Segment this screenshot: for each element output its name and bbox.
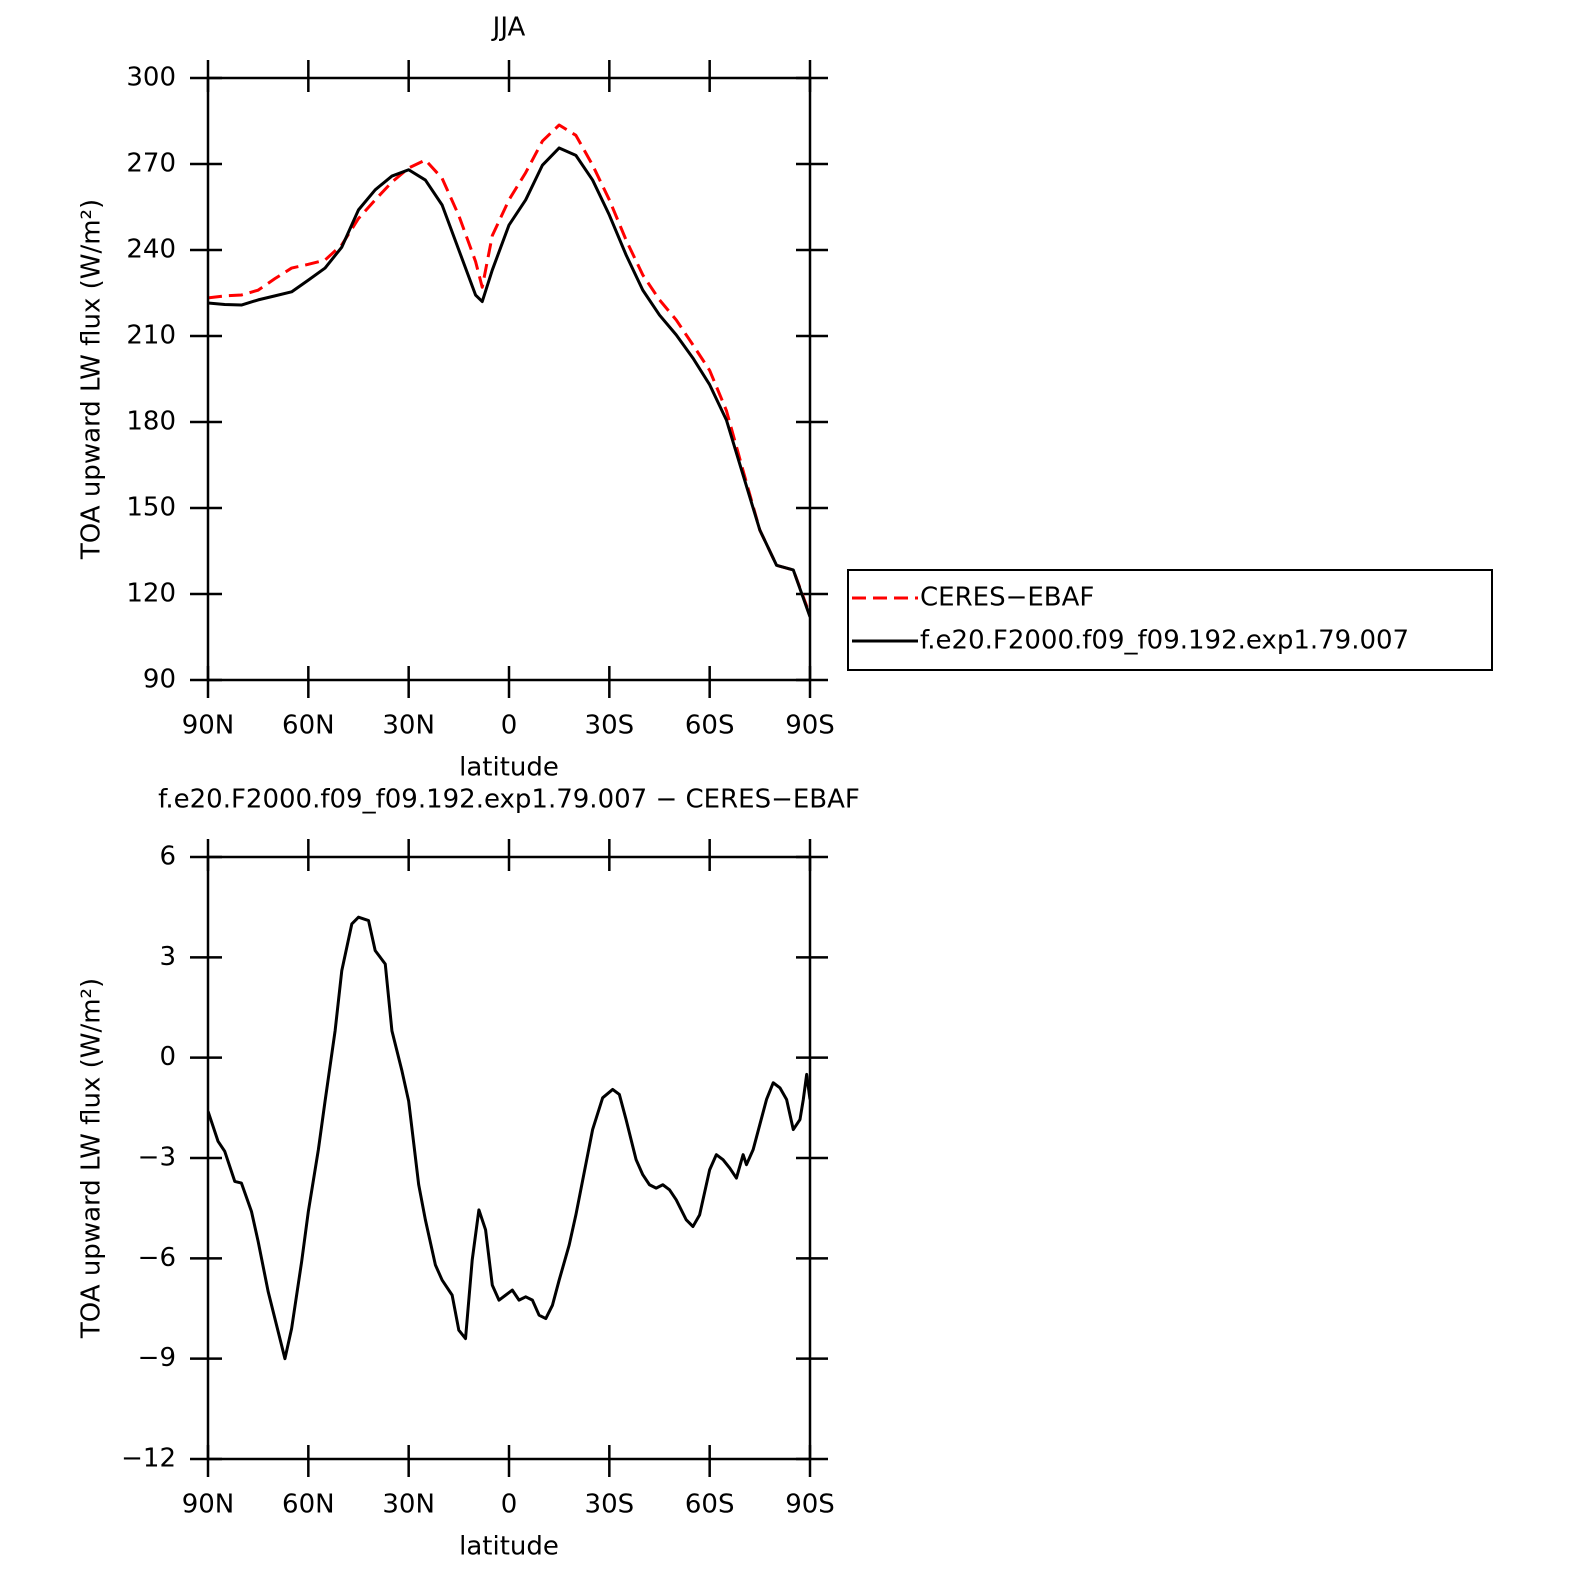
chart-title: JJA — [491, 13, 526, 43]
x-axis-label: latitude — [459, 753, 559, 783]
y-tick-label: 6 — [159, 842, 176, 872]
y-tick-label: 0 — [159, 1042, 176, 1072]
x-tick-label: 60S — [685, 1490, 735, 1520]
data-line — [208, 123, 810, 616]
x-tick-label: 60N — [282, 1490, 335, 1520]
y-tick-label: 210 — [126, 321, 176, 351]
plot-frame — [206, 855, 812, 1461]
x-axis-label: latitude — [459, 1532, 559, 1562]
x-tick-label: 30N — [382, 711, 435, 741]
y-tick-label: −12 — [121, 1444, 176, 1474]
y-axis-label: TOA upward LW flux (W/m²) — [77, 978, 107, 1339]
legend-box — [847, 569, 1493, 671]
y-tick-label: 3 — [159, 942, 176, 972]
y-tick-label: 270 — [126, 149, 176, 179]
x-tick-label: 60N — [282, 711, 335, 741]
data-line — [208, 915, 810, 1361]
y-tick-label: 240 — [126, 235, 176, 265]
x-tick-label: 60S — [685, 711, 735, 741]
y-tick-label: 90 — [143, 665, 176, 695]
x-tick-label: 0 — [501, 711, 518, 741]
y-axis-label: TOA upward LW flux (W/m²) — [77, 199, 107, 560]
x-tick-label: 90N — [182, 1490, 235, 1520]
legend-label: CERES−EBAF — [920, 583, 1094, 613]
legend: CERES−EBAF f.e20.F2000.f09_f09.192.exp1.7… — [847, 569, 1493, 671]
chart-title: f.e20.F2000.f09_f09.192.exp1.79.007 − CE… — [158, 785, 860, 815]
y-tick-label: 300 — [126, 63, 176, 93]
y-tick-label: −3 — [138, 1143, 176, 1173]
x-tick-label: 90N — [182, 711, 235, 741]
y-tick-label: 180 — [126, 407, 176, 437]
x-tick-label: 30S — [585, 1490, 635, 1520]
y-tick-label: 150 — [126, 493, 176, 523]
data-line — [208, 146, 810, 618]
y-tick-label: −6 — [138, 1243, 176, 1273]
x-tick-label: 90S — [785, 1490, 835, 1520]
x-tick-label: 0 — [501, 1490, 518, 1520]
y-tick-label: 120 — [126, 579, 176, 609]
plot-area — [208, 123, 810, 618]
x-tick-label: 90S — [785, 711, 835, 741]
legend-label: f.e20.F2000.f09_f09.192.exp1.79.007 — [920, 626, 1409, 656]
x-tick-label: 30N — [382, 1490, 435, 1520]
x-tick-label: 30S — [585, 711, 635, 741]
plot-frame — [206, 76, 812, 682]
y-tick-label: −9 — [138, 1343, 176, 1373]
plot-area — [208, 915, 810, 1361]
